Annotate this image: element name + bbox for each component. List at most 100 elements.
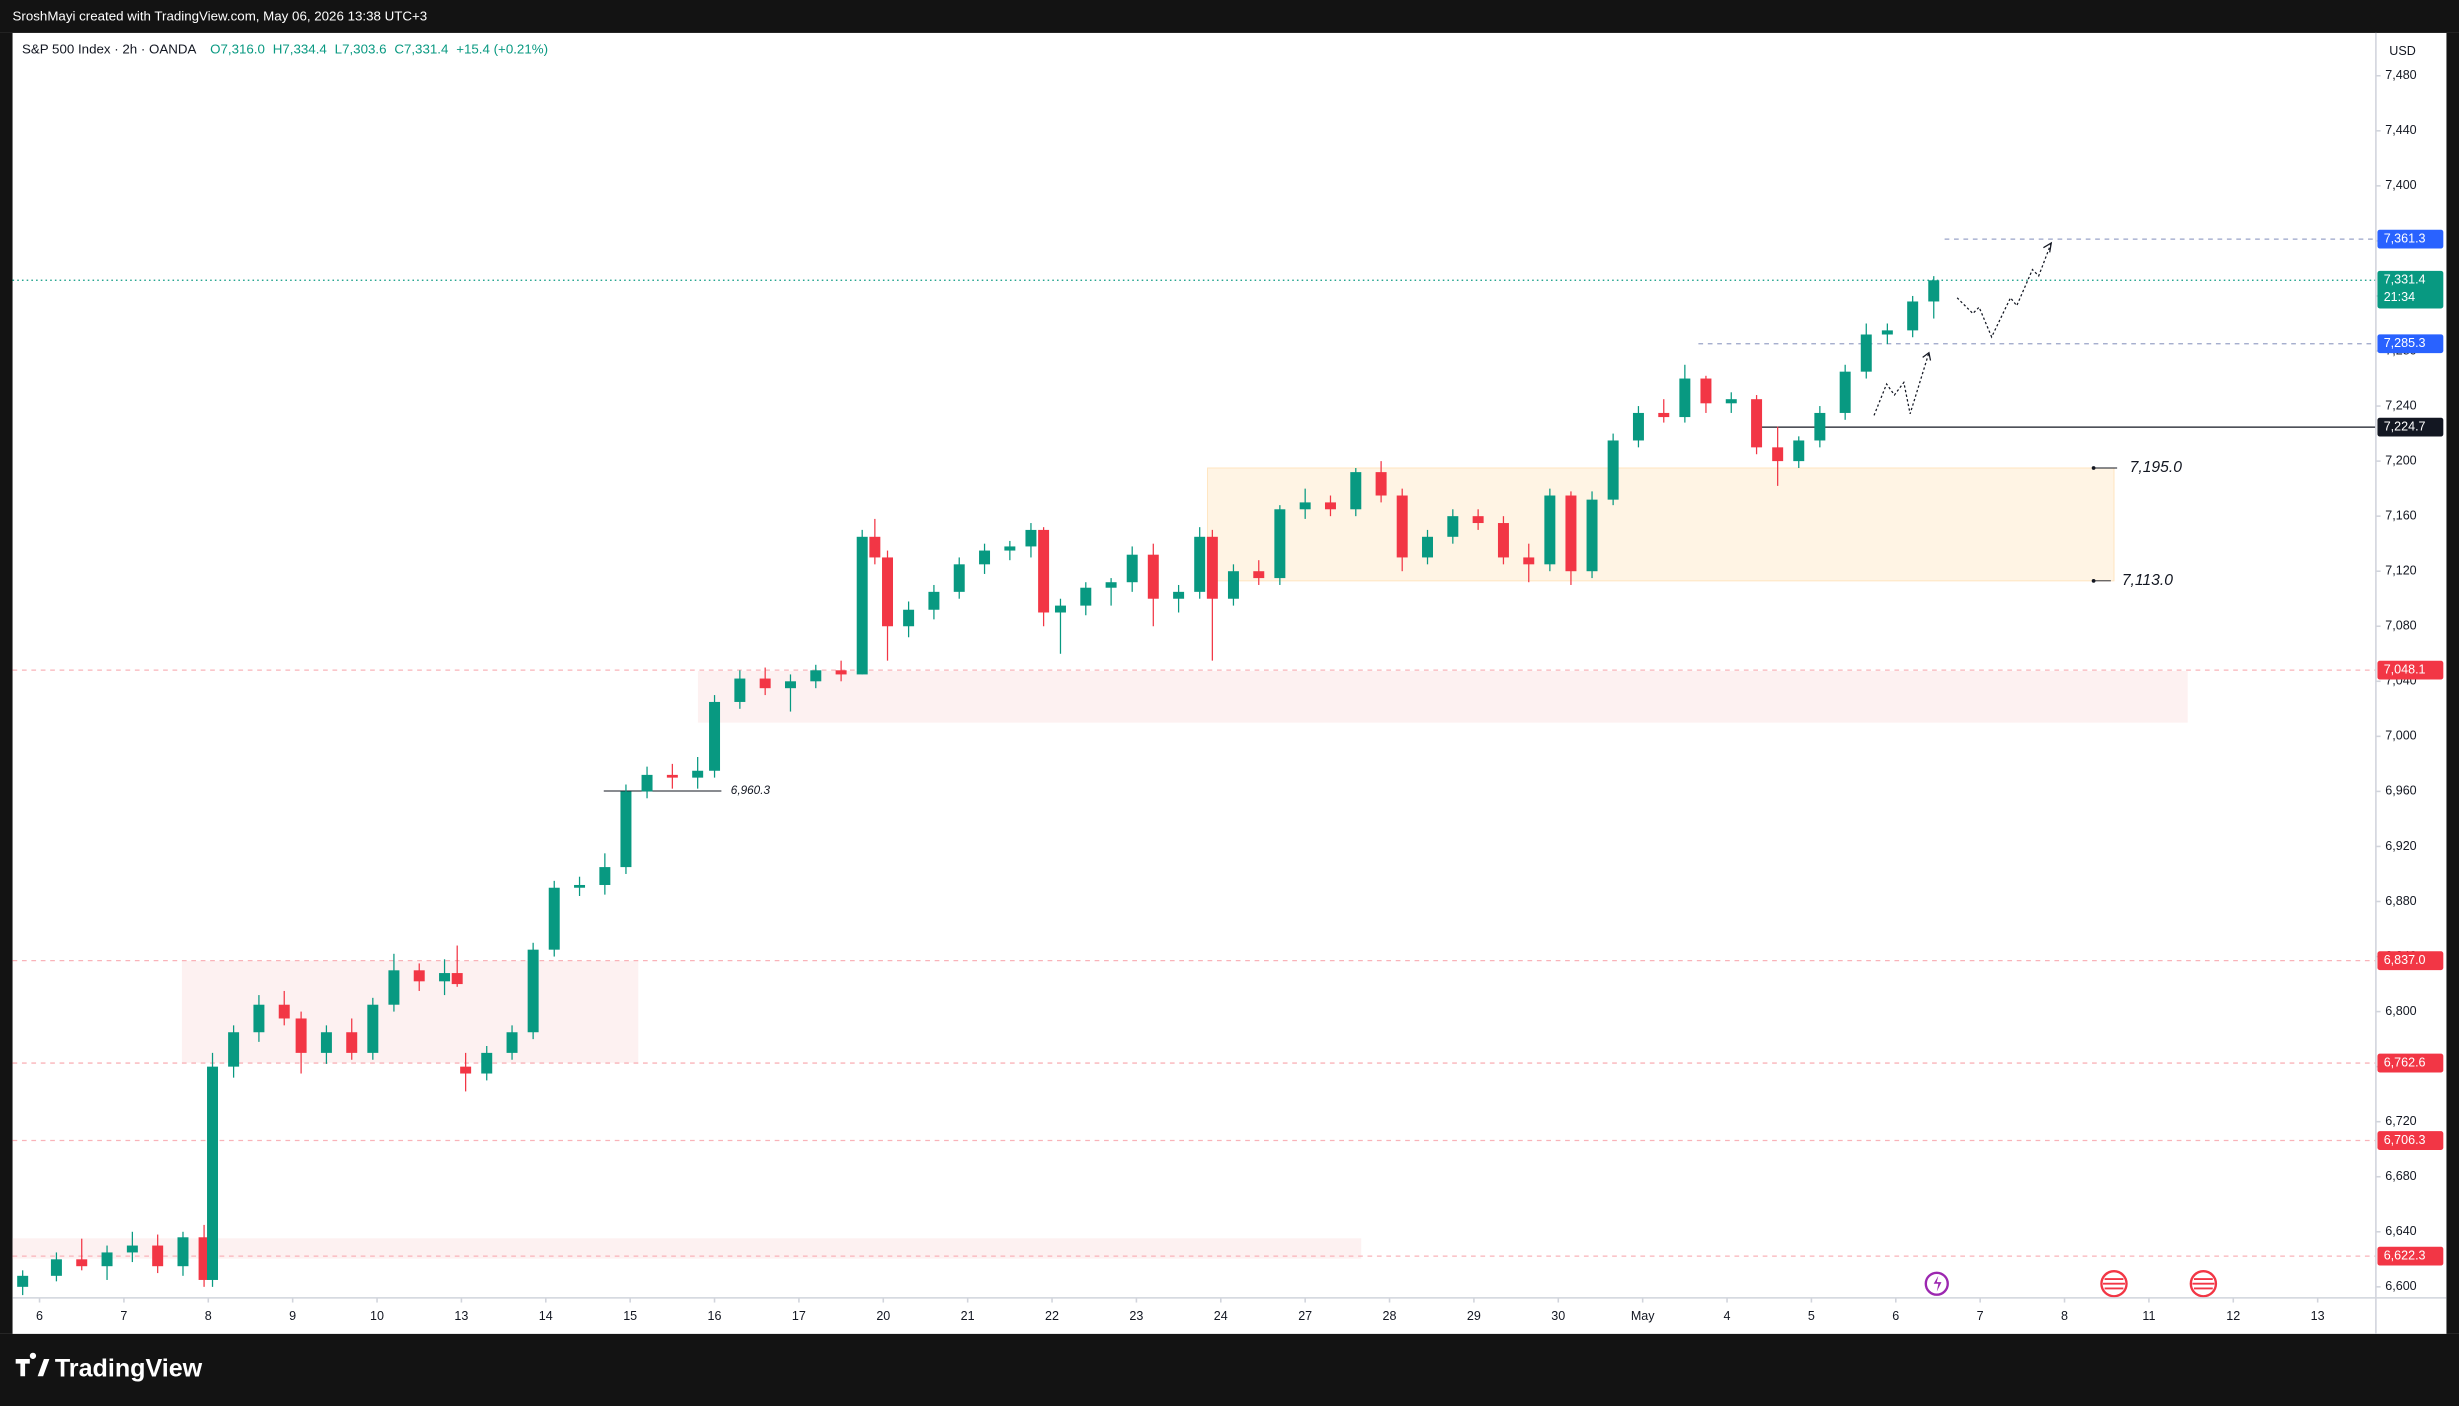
zone — [697, 670, 2188, 723]
ohlc-value: +15.4 (+0.21%) — [456, 42, 548, 57]
x-tick-label: 8 — [2061, 1309, 2068, 1323]
x-tick-label: 12 — [2226, 1309, 2240, 1323]
candle-body — [346, 1032, 358, 1053]
x-tick-label: 14 — [539, 1309, 553, 1323]
candle-body — [1607, 440, 1619, 500]
candle-body — [1772, 447, 1784, 462]
candle-body — [1523, 557, 1535, 565]
price-label-box — [2377, 660, 2444, 680]
candle-body — [50, 1259, 62, 1276]
candle-body — [17, 1275, 29, 1287]
forecast-path — [1956, 242, 2052, 339]
candle-body — [506, 1032, 518, 1053]
range-box — [1207, 467, 2115, 582]
candle-body — [1679, 378, 1691, 418]
right-border — [2446, 32, 2459, 1334]
annotation-label: 6,960.3 — [731, 784, 771, 797]
candle-body — [784, 681, 796, 689]
candle-body — [1907, 301, 1919, 331]
marks-layer — [17, 276, 1940, 1296]
y-tick-label: 6,720 — [2385, 1114, 2416, 1128]
candle-body — [1472, 516, 1484, 524]
price-label: 6,837.0 — [2384, 953, 2426, 967]
candle-body — [1658, 412, 1670, 418]
candle-body — [620, 791, 632, 868]
x-tick-label: 24 — [1214, 1309, 1228, 1323]
candle-body — [709, 701, 721, 771]
price-label: 7,224.7 — [2384, 419, 2426, 433]
candle-body — [953, 564, 965, 592]
event-icon-glyph — [2192, 1278, 2215, 1290]
price-label-box — [2377, 1131, 2444, 1150]
x-tick-label: 20 — [876, 1309, 890, 1323]
ohlc-value: C7,331.4 — [394, 42, 449, 57]
grid-layer — [12, 74, 2381, 1303]
candle-body — [1700, 378, 1712, 404]
candle-body — [367, 1004, 379, 1053]
annotation-dot — [2091, 578, 2096, 583]
price-label: 6,706.3 — [2384, 1133, 2426, 1147]
y-tick-label: 7,480 — [2385, 68, 2416, 82]
x-tick-label: 22 — [1045, 1309, 1059, 1323]
candle-body — [1544, 495, 1556, 565]
price-label: 7,331.4 — [2384, 273, 2426, 287]
annotation-label: 7,113.0 — [2122, 572, 2173, 589]
candle-body — [388, 970, 400, 1005]
candle-body — [835, 670, 847, 675]
x-tick-label: 5 — [1808, 1309, 1815, 1323]
candle-body — [1814, 412, 1826, 441]
candle-body — [1375, 472, 1387, 496]
price-label: 7,048.1 — [2384, 662, 2426, 676]
candle-body — [1173, 591, 1185, 599]
x-tick-label: 4 — [1724, 1309, 1731, 1323]
candle-body — [295, 1018, 307, 1053]
y-tick-label: 7,000 — [2385, 729, 2416, 743]
ohlc-value: H7,334.4 — [273, 42, 328, 57]
candle-body — [869, 536, 881, 558]
y-tick-label: 7,200 — [2385, 453, 2416, 467]
left-border — [0, 32, 13, 1334]
candle-body — [1497, 523, 1509, 558]
candle-body — [1839, 371, 1851, 413]
x-tick-label: 7 — [1977, 1309, 1984, 1323]
candle-body — [882, 557, 894, 627]
candle-body — [759, 678, 771, 689]
price-label: 6,622.3 — [2384, 1248, 2426, 1262]
price-label-box — [2377, 334, 2444, 354]
candle-body — [101, 1252, 113, 1267]
y-tick-label: 6,920 — [2385, 839, 2416, 853]
candle-body — [253, 1004, 265, 1033]
candle-body — [1004, 546, 1016, 551]
x-tick-label: 28 — [1383, 1309, 1397, 1323]
candle-body — [126, 1245, 138, 1253]
candle-body — [1274, 509, 1286, 579]
candle-body — [1422, 536, 1433, 558]
candle-body — [198, 1237, 210, 1280]
candle-body — [1105, 582, 1117, 588]
candle-body — [979, 550, 991, 565]
y-tick-label: 6,880 — [2385, 894, 2416, 908]
currency: USD — [2389, 44, 2415, 58]
candle-body — [460, 1066, 472, 1074]
candle-body — [278, 1004, 290, 1019]
candle-body — [734, 678, 746, 702]
ohlc-value: O7,316.0 — [210, 42, 265, 57]
event-icon[interactable] — [1924, 1271, 1949, 1296]
forecast-arrow — [2043, 241, 2053, 253]
ohlc-value: L7,303.6 — [335, 42, 387, 57]
countdown: 21:34 — [2384, 290, 2415, 304]
candle-body — [692, 770, 704, 778]
y-tick-label: 6,640 — [2385, 1224, 2416, 1238]
credit: SroshMayi created with TradingView.com, … — [13, 9, 428, 24]
x-tick-label: 23 — [1129, 1309, 1143, 1323]
event-icon-glyph — [2103, 1278, 2125, 1290]
labels-layer: 6,6006,6406,6806,7206,7606,8006,8406,880… — [36, 68, 2444, 1323]
candle-body — [1126, 554, 1138, 583]
y-tick-label: 6,680 — [2385, 1169, 2416, 1183]
price-label-box — [2377, 229, 2444, 249]
candle-body — [1725, 399, 1737, 404]
y-tick-label: 7,440 — [2385, 123, 2416, 137]
price-label-box — [2377, 1053, 2444, 1073]
x-tick-label: 29 — [1467, 1309, 1481, 1323]
